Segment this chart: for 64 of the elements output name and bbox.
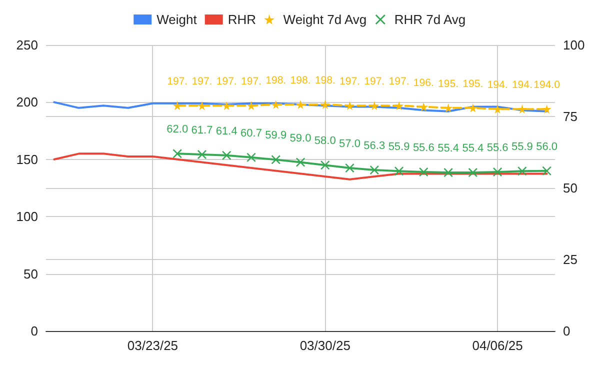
point [320,160,330,170]
data-label: 197. [216,76,237,88]
data-label: 55.9 [388,141,410,154]
data-label: 55.6 [486,142,508,154]
data-label: 61.7 [191,124,213,137]
y2-tick-label: 0 [563,324,570,338]
data-label: 194. [512,79,532,92]
data-label: 197. [167,76,188,88]
point [271,155,280,164]
y-tick-label: 100 [16,209,38,224]
data-label: 198. [266,74,286,86]
point [246,152,256,162]
point [468,168,478,178]
point [296,158,305,167]
data-label: 61.4 [216,125,238,138]
point [518,166,527,176]
point [222,150,232,160]
y2-tick-label: 50 [563,180,578,196]
y2-tick-label: 75 [563,109,578,124]
data-label: 55.4 [438,142,459,155]
y-tick-label: 200 [16,94,38,110]
point [172,149,182,158]
data-label: 58.0 [314,135,336,148]
data-label: 55.4 [462,142,484,155]
legend-label: Weight 7d Avg [283,12,367,27]
point [542,166,552,176]
data-label: 56.0 [536,140,558,153]
data-label: 55.6 [412,142,434,154]
data-label: 197. [364,76,385,88]
data-label: 59.0 [290,132,312,144]
data-label: 197. [192,76,212,88]
data-label: 194.0 [534,79,560,92]
point [444,168,453,178]
data-label: 194. [487,79,508,92]
y-tick-label: 150 [16,152,38,167]
y-tick-label: 0 [30,324,38,338]
x-tick-label: 03/30/25 [300,338,350,353]
data-label: 57.0 [339,138,360,150]
data-label: 197. [241,76,262,88]
point [345,163,354,172]
point [419,167,428,176]
x-tick-label: 04/06/25 [472,338,523,353]
legend-label: Weight [156,12,198,27]
data-label: 195. [438,78,458,90]
y-tick-label: 250 [16,38,38,52]
data-label: 198. [314,74,336,86]
x-tick-label: 03/23/25 [127,338,178,353]
data-label: 59.9 [265,130,287,142]
data-label: 56.3 [364,140,386,152]
data-label: 55.9 [511,141,533,154]
data-label: 198. [290,74,311,86]
data-label: 197. [388,76,410,88]
point [370,165,379,174]
legend-label: RHR [228,12,256,27]
y2-tick-label: 100 [563,38,585,52]
point [394,166,404,176]
data-label: 195. [462,78,484,90]
data-label: 196. [413,76,434,89]
y2-tick-label: 25 [563,252,578,267]
legend-label: RHR 7d Avg [394,12,466,27]
data-label: 62.0 [166,124,188,136]
data-label: 197. [340,76,360,88]
y-tick-label: 50 [24,266,38,282]
data-label: 60.7 [240,127,262,140]
